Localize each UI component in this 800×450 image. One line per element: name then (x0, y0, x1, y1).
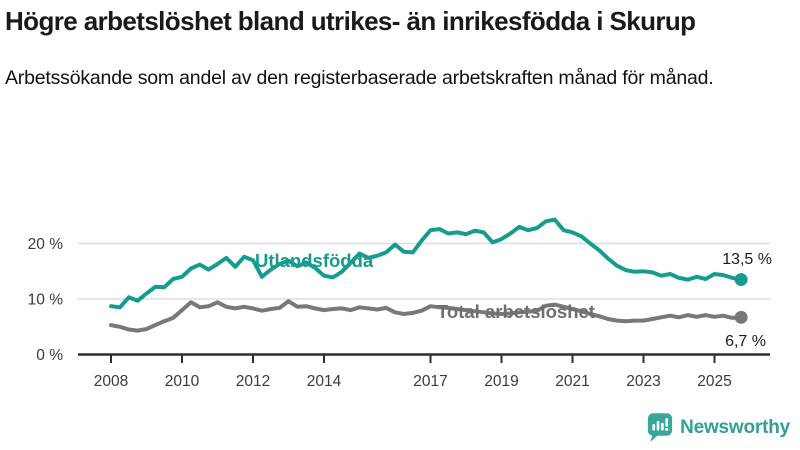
newsworthy-logo[interactable]: Newsworthy (647, 412, 790, 443)
newsworthy-bubble-icon (647, 413, 673, 442)
x-tick-label: 2014 (307, 373, 342, 390)
end-value-label-total: 6,7 % (725, 333, 766, 350)
x-tick-label: 2017 (413, 373, 447, 390)
series-label-utlandsfodda: Utlandsfödda (255, 250, 374, 271)
x-tick-label: 2019 (484, 373, 518, 390)
y-tick-label: 20 % (28, 236, 64, 253)
chart-subtitle: Arbetssökande som andel av den registerb… (5, 66, 714, 89)
series-end-dot (734, 273, 748, 287)
line-chart: 0 % 10 % 20 % 2008 2010 2012 2014 2017 2019 2021 2… (0, 193, 800, 405)
bar-chart-glyph (652, 417, 669, 431)
series-label-total-arbetsloshet: Total arbetslöshet (437, 301, 595, 322)
x-tick-label: 2021 (555, 373, 589, 390)
y-tick-label: 10 % (28, 292, 64, 309)
newsworthy-wordmark: Newsworthy (680, 416, 790, 438)
y-tick-label: 0 % (36, 347, 63, 364)
x-tick-label: 2008 (94, 373, 128, 390)
chart-header: Högre arbetslöshet bland utrikes- än inr… (0, 0, 800, 92)
x-tick-label: 2023 (626, 373, 660, 390)
series-line-total-arbetsl-shet (109, 299, 744, 333)
series-end-dot (734, 310, 748, 324)
x-tick-label: 2025 (697, 373, 731, 390)
x-tick-label: 2010 (165, 373, 200, 390)
end-value-label-utlandsfodda: 13,5 % (722, 251, 772, 268)
chart-canvas: 0 % 10 % 20 % 2008 2010 2012 2014 2017 2019 2021 2… (28, 217, 772, 390)
series-line-utlandsf-dda (109, 217, 744, 310)
page-title: Högre arbetslöshet bland utrikes- än inr… (5, 6, 696, 36)
x-tick-label: 2012 (236, 373, 270, 390)
